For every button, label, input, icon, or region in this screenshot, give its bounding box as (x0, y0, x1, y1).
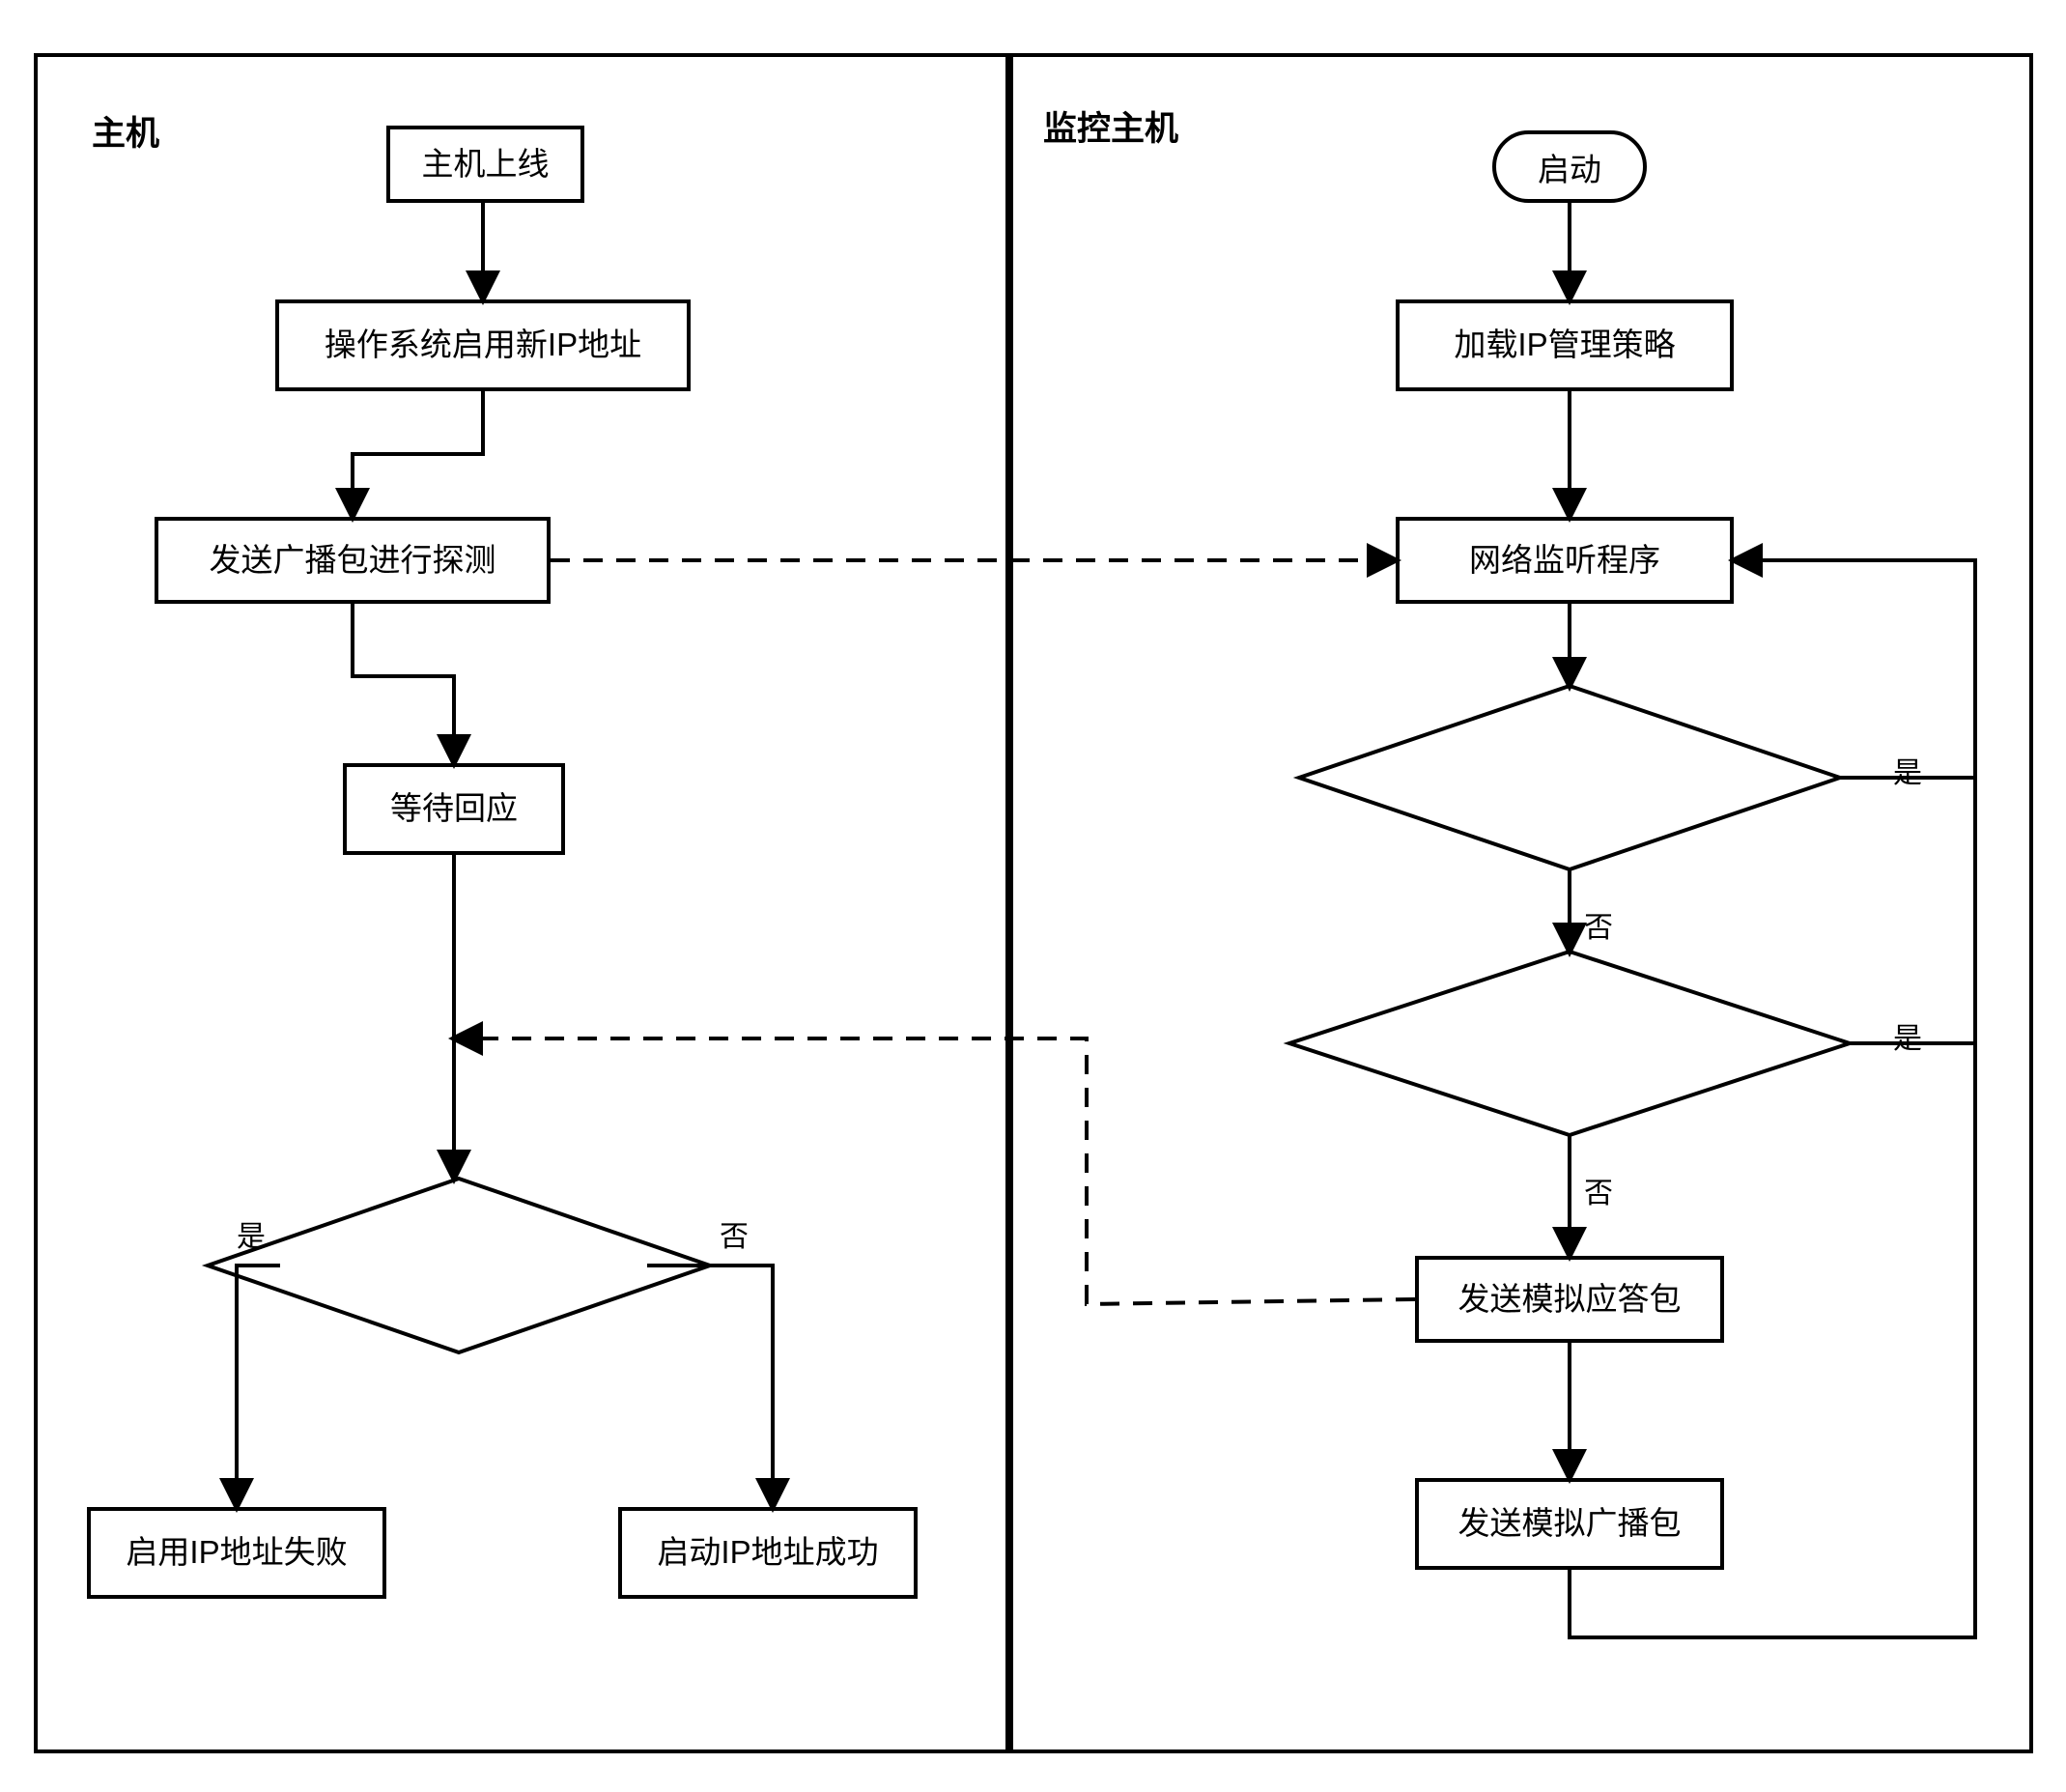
node-load-policy: 加载IP管理策略 (1396, 299, 1734, 391)
node-ip-fail: 启用IP地址失败 (87, 1507, 386, 1599)
node-send-reply: 发送模拟应答包 (1415, 1256, 1724, 1343)
node-os-enable-ip: 操作系统启用新IP地址 (275, 299, 691, 391)
node-send-sim-bcast: 发送模拟广播包 (1415, 1478, 1724, 1570)
node-start: 启动 (1492, 130, 1647, 203)
panel-right-title: 监控主机 (1043, 101, 1178, 151)
panel-left-title: 主机 (92, 106, 159, 156)
node-ip-success: 启动IP地址成功 (618, 1507, 918, 1599)
node-send-broadcast: 发送广播包进行探测 (155, 517, 551, 604)
node-host-online: 主机上线 (386, 126, 584, 203)
node-wait-response: 等待回应 (343, 763, 565, 855)
node-net-listener: 网络监听程序 (1396, 517, 1734, 604)
